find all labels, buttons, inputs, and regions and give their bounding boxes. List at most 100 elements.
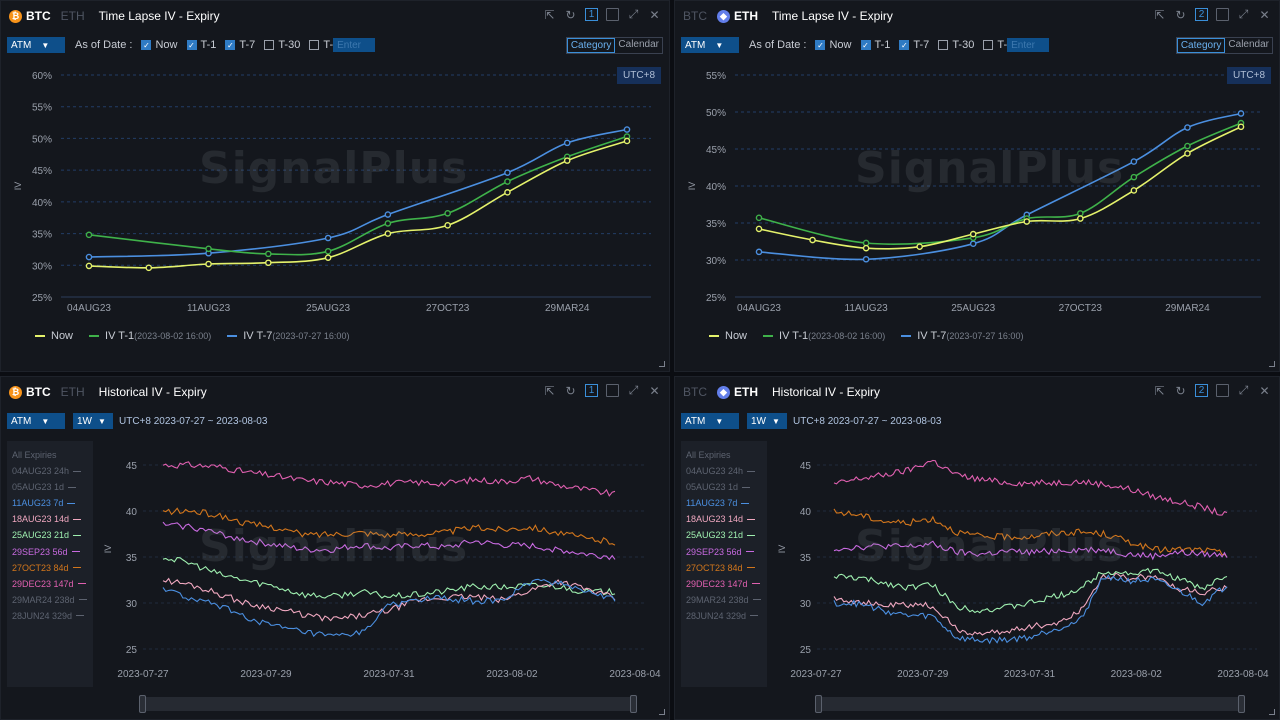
checkbox-box[interactable]: ✓ [141, 40, 152, 50]
refresh-icon[interactable]: ↻ [1175, 7, 1186, 22]
duplicate-icon[interactable] [1216, 8, 1229, 21]
expiry-item[interactable]: 29DEC23 147d [686, 576, 762, 592]
resize-handle-icon[interactable] [659, 709, 665, 715]
open-external-icon[interactable]: ⇱ [1154, 383, 1165, 398]
resize-handle-icon[interactable] [1269, 361, 1275, 367]
tab-category[interactable]: Category [1176, 38, 1226, 53]
slider-handle-end[interactable] [1238, 695, 1245, 713]
tab-category[interactable]: Category [566, 38, 616, 53]
legend-item[interactable]: IV T-1 (2023-08-02 16:00) [763, 330, 885, 342]
expiry-item[interactable]: 29MAR24 238d [686, 592, 762, 608]
checkbox-box[interactable]: ✓ [186, 40, 197, 50]
link-slot-badge[interactable]: 2 [1195, 8, 1208, 21]
checkbox-box[interactable]: ✓ [815, 40, 826, 50]
checkbox-t30[interactable]: T-30 [938, 39, 974, 51]
expiry-item[interactable]: 11AUG23 7d [12, 495, 88, 511]
expiry-item[interactable]: 25AUG23 21d [12, 527, 88, 543]
checkbox-now[interactable]: ✓ Now [141, 39, 178, 51]
close-icon[interactable]: ✕ [1259, 7, 1270, 22]
link-slot-badge[interactable]: 2 [1195, 384, 1208, 397]
slider-handle-start[interactable] [815, 695, 822, 713]
tab-calendar[interactable]: Calendar [618, 39, 659, 50]
legend-item[interactable]: IV T-7 (2023-07-27 16:00) [901, 330, 1023, 342]
expiry-item[interactable]: 29MAR24 238d [12, 592, 88, 608]
checkbox-box[interactable]: ✓ [860, 40, 871, 50]
expand-icon[interactable]: ⤢ [1238, 7, 1249, 21]
checkbox-t1[interactable]: ✓ T-1 [186, 39, 216, 51]
close-icon[interactable]: ✕ [649, 7, 660, 22]
duplicate-icon[interactable] [1216, 384, 1229, 397]
checkbox-t[interactable]: T- [309, 39, 333, 51]
slider-handle-end[interactable] [630, 695, 637, 713]
checkbox-t1[interactable]: ✓ T-1 [860, 39, 890, 51]
duplicate-icon[interactable] [606, 8, 619, 21]
expiry-item[interactable]: 29DEC23 147d [12, 576, 88, 592]
expiry-item[interactable]: 18AUG23 14d [686, 511, 762, 527]
time-range-slider[interactable] [139, 695, 637, 713]
checkbox-now[interactable]: ✓ Now [815, 39, 852, 51]
coin-tab-eth[interactable]: ETH [60, 9, 85, 23]
period-select[interactable]: 1W ▼ [747, 413, 787, 429]
expiry-item[interactable]: 05AUG23 1d [12, 479, 88, 495]
legend-item[interactable]: IV T-7 (2023-07-27 16:00) [227, 330, 349, 342]
checkbox-t7[interactable]: ✓ T-7 [225, 39, 255, 51]
open-external-icon[interactable]: ⇱ [544, 383, 555, 398]
legend-item[interactable]: Now [709, 330, 747, 342]
time-range-slider[interactable] [815, 695, 1245, 713]
checkbox-box[interactable]: ✓ [899, 40, 910, 50]
resize-handle-icon[interactable] [1269, 709, 1275, 715]
checkbox-box[interactable]: ✓ [225, 40, 236, 50]
coin-tab-btc[interactable]: BTC [26, 9, 51, 23]
link-slot-badge[interactable]: 1 [585, 384, 598, 397]
link-slot-badge[interactable]: 1 [585, 8, 598, 21]
close-icon[interactable]: ✕ [1259, 383, 1270, 398]
expiry-item[interactable]: 04AUG23 24h [12, 463, 88, 479]
moneyness-select[interactable]: ATM ▼ [7, 413, 65, 429]
expiry-item[interactable]: 05AUG23 1d [686, 479, 762, 495]
coin-tab-btc[interactable]: BTC [683, 385, 707, 399]
checkbox-box[interactable] [983, 40, 994, 50]
expiry-item[interactable]: 29SEP23 56d [686, 544, 762, 560]
expiry-item[interactable]: 04AUG23 24h [686, 463, 762, 479]
open-external-icon[interactable]: ⇱ [544, 7, 555, 22]
checkbox-box[interactable] [938, 40, 949, 50]
expiry-item[interactable]: 28JUN24 329d [686, 608, 762, 624]
tab-calendar[interactable]: Calendar [1228, 39, 1269, 50]
coin-tab-eth[interactable]: ETH [734, 9, 758, 23]
legend-item[interactable]: Now [35, 330, 73, 342]
expand-icon[interactable]: ⤢ [1238, 383, 1249, 397]
coin-tab-btc[interactable]: BTC [26, 385, 51, 399]
expiry-item[interactable]: 18AUG23 14d [12, 511, 88, 527]
checkbox-t[interactable]: T- [983, 39, 1007, 51]
refresh-icon[interactable]: ↻ [1175, 383, 1186, 398]
checkbox-t7[interactable]: ✓ T-7 [899, 39, 929, 51]
checkbox-box[interactable] [264, 40, 275, 50]
legend-item[interactable]: IV T-1 (2023-08-02 16:00) [89, 330, 211, 342]
coin-tab-eth[interactable]: ETH [60, 385, 85, 399]
refresh-icon[interactable]: ↻ [565, 7, 576, 22]
checkbox-t30[interactable]: T-30 [264, 39, 300, 51]
slider-handle-start[interactable] [139, 695, 146, 713]
duplicate-icon[interactable] [606, 384, 619, 397]
expiry-item[interactable]: 11AUG23 7d [686, 495, 762, 511]
close-icon[interactable]: ✕ [649, 383, 660, 398]
expiry-item[interactable]: 27OCT23 84d [12, 560, 88, 576]
moneyness-select[interactable]: ATM ▼ [7, 37, 65, 53]
moneyness-select[interactable]: ATM ▼ [681, 37, 739, 53]
expiry-item[interactable]: 25AUG23 21d [686, 527, 762, 543]
expand-icon[interactable]: ⤢ [628, 383, 639, 397]
refresh-icon[interactable]: ↻ [565, 383, 576, 398]
coin-tab-eth[interactable]: ETH [734, 385, 758, 399]
open-external-icon[interactable]: ⇱ [1154, 7, 1165, 22]
moneyness-select[interactable]: ATM ▼ [681, 413, 739, 429]
expiry-item[interactable]: 27OCT23 84d [686, 560, 762, 576]
expiry-item[interactable]: 28JUN24 329d [12, 608, 88, 624]
coin-tab-btc[interactable]: BTC [683, 9, 707, 23]
checkbox-box[interactable] [309, 40, 320, 50]
expiry-item[interactable]: 29SEP23 56d [12, 544, 88, 560]
custom-days-input[interactable]: Enter [1007, 38, 1050, 52]
custom-days-input[interactable]: Enter [333, 38, 376, 52]
expand-icon[interactable]: ⤢ [628, 7, 639, 21]
period-select[interactable]: 1W ▼ [73, 413, 113, 429]
resize-handle-icon[interactable] [659, 361, 665, 367]
